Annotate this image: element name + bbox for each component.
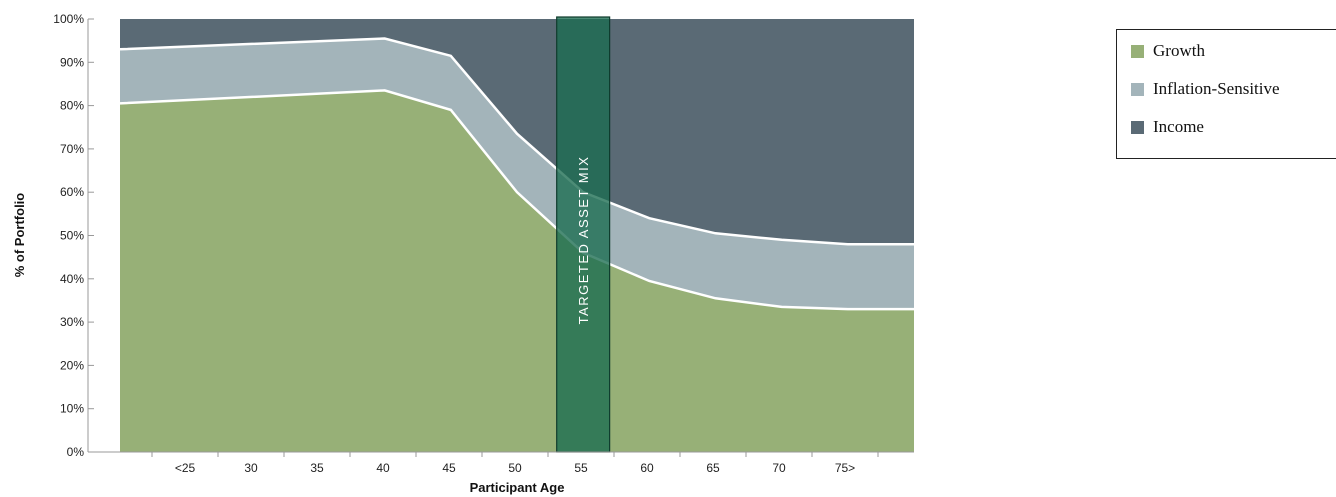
y-tick-label: 90% bbox=[60, 55, 84, 69]
x-tick-label: 35 bbox=[310, 461, 324, 475]
legend: Growth Inflation-Sensitive Income bbox=[1116, 29, 1336, 159]
target-band-layer: TARGETED ASSET MIX bbox=[556, 16, 611, 453]
area-inflation-sensitive bbox=[120, 38, 914, 310]
x-tick-label: 50 bbox=[508, 461, 522, 475]
legend-item-inflation-sensitive: Inflation-Sensitive bbox=[1131, 78, 1280, 100]
legend-item-income: Income bbox=[1131, 116, 1204, 138]
y-tick-label: 70% bbox=[60, 142, 84, 156]
target-band-label: TARGETED ASSET MIX bbox=[576, 156, 591, 325]
series-boundary-line bbox=[119, 37, 914, 246]
area-growth bbox=[120, 90, 914, 453]
y-tick-label: 10% bbox=[60, 402, 84, 416]
x-tick-label: 45 bbox=[442, 461, 456, 475]
legend-item-growth: Growth bbox=[1131, 40, 1205, 62]
x-tick-label: 75> bbox=[835, 461, 855, 475]
y-tick-label: 60% bbox=[60, 185, 84, 199]
x-tick-label: 70 bbox=[772, 461, 786, 475]
x-tick-label: 55 bbox=[574, 461, 588, 475]
legend-label-inflation-sensitive: Inflation-Sensitive bbox=[1153, 79, 1280, 98]
y-tick-label: 40% bbox=[60, 272, 84, 286]
y-axis-title: % of Portfolio bbox=[12, 193, 27, 278]
legend-swatch-inflation-sensitive bbox=[1131, 82, 1144, 96]
x-tick-label: 30 bbox=[244, 461, 258, 475]
legend-label-income: Income bbox=[1153, 117, 1204, 136]
y-tick-label: 0% bbox=[67, 445, 85, 459]
y-tick-label: 100% bbox=[53, 12, 84, 26]
series-boundary-line bbox=[119, 89, 914, 311]
y-tick-label: 80% bbox=[60, 99, 84, 113]
target-band bbox=[556, 16, 611, 453]
legend-swatch-growth bbox=[1131, 44, 1144, 58]
x-tick-label: 60 bbox=[640, 461, 654, 475]
axes-layer: 0% 10% 20% 30% 40% 50% 60% 70% 80% 90% 100% <25 30 35… bbox=[53, 12, 914, 475]
y-tick-label: 20% bbox=[60, 358, 84, 372]
y-tick-label: 50% bbox=[60, 229, 84, 243]
x-tick-label: 65 bbox=[706, 461, 720, 475]
stacked-area-chart: TARGETED ASSET MIX 0% 10% 20% 30% 40% 50% 60% 7… bbox=[12, 12, 914, 495]
area-layer bbox=[119, 19, 914, 453]
x-tick-label: <25 bbox=[175, 461, 196, 475]
x-axis-title: Participant Age bbox=[470, 480, 565, 495]
x-tick-label: 40 bbox=[376, 461, 390, 475]
legend-label-growth: Growth bbox=[1153, 41, 1205, 60]
legend-swatch-income bbox=[1131, 120, 1144, 134]
area-income bbox=[120, 19, 914, 245]
y-tick-label: 30% bbox=[60, 315, 84, 329]
